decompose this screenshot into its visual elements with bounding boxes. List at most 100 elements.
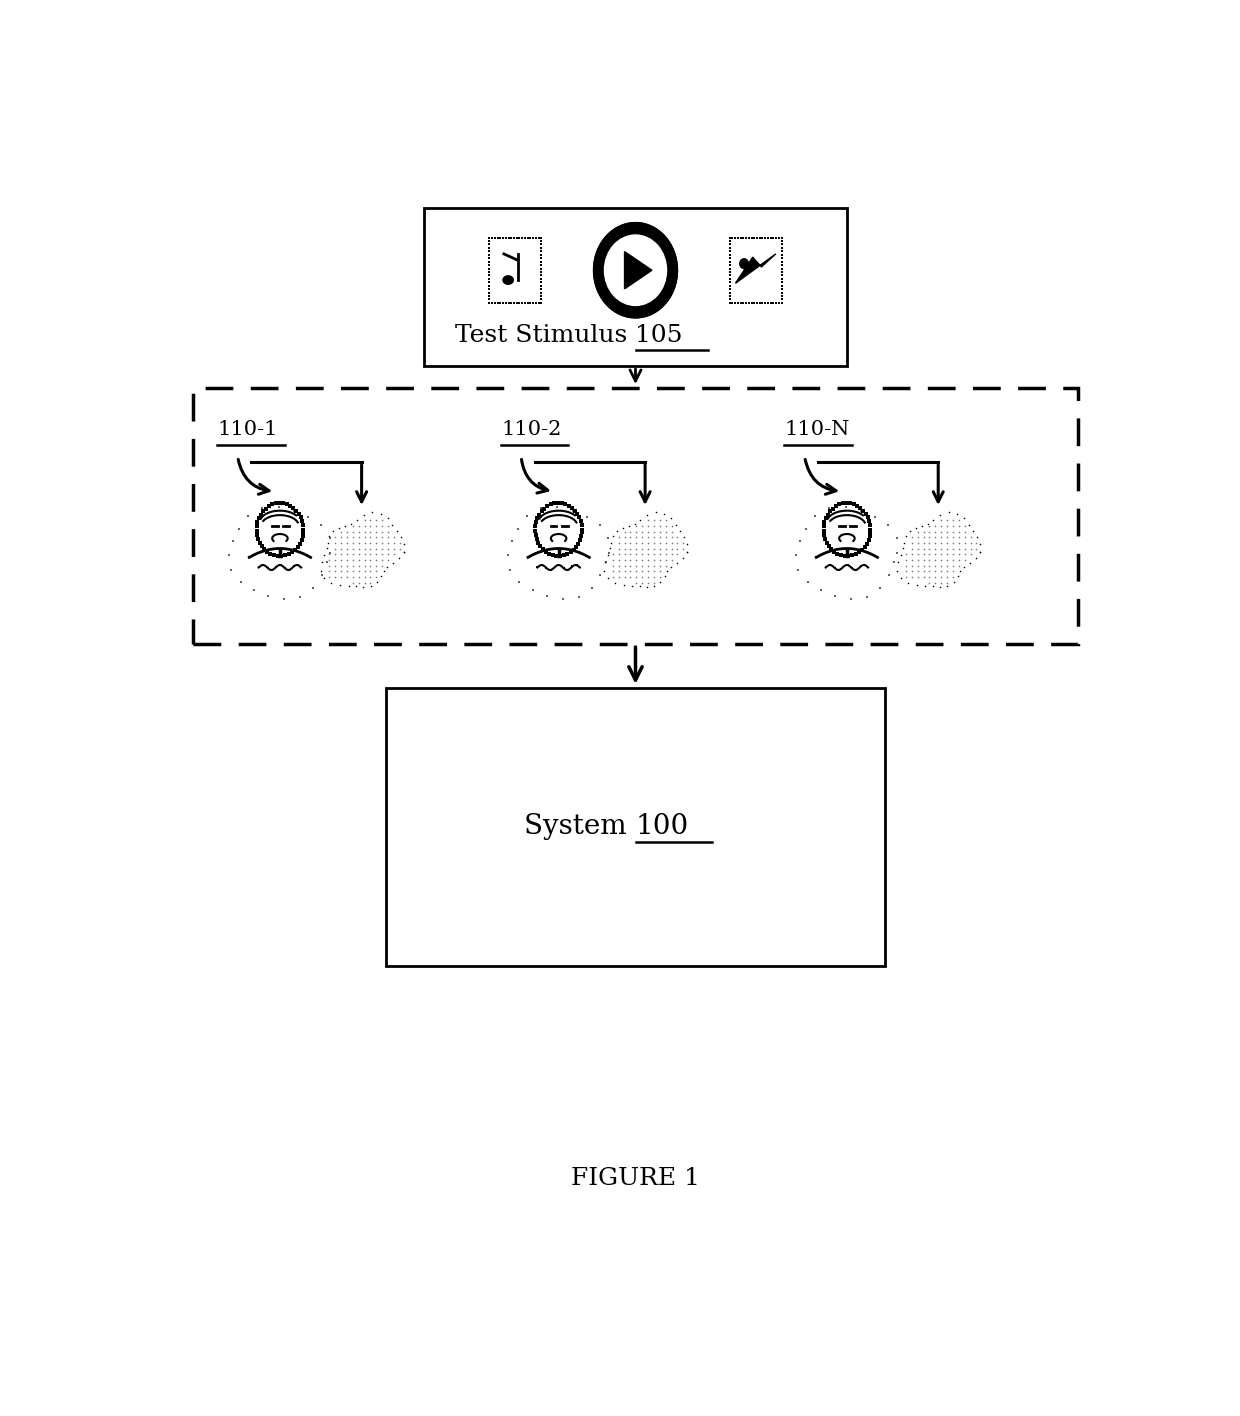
Point: [719, 270, 739, 293]
Point: [498, 227, 518, 249]
Point: [925, 537, 945, 559]
Point: [771, 275, 791, 297]
Point: [942, 520, 962, 542]
Point: [311, 559, 331, 582]
Point: [552, 537, 572, 559]
Point: [914, 531, 934, 554]
Point: [389, 531, 409, 554]
Point: [725, 227, 745, 249]
Point: [343, 544, 363, 566]
Point: [632, 572, 652, 595]
Point: [630, 508, 650, 531]
Point: [806, 547, 826, 569]
Point: [937, 561, 957, 583]
Point: [675, 525, 694, 548]
Point: [897, 549, 916, 572]
Point: [771, 270, 791, 293]
Point: [565, 500, 585, 523]
Point: [626, 525, 646, 548]
Point: [325, 555, 345, 578]
Point: [786, 544, 806, 566]
Point: [719, 292, 739, 314]
Point: [355, 566, 374, 589]
Point: [755, 227, 775, 249]
Point: [311, 514, 331, 537]
Point: [280, 494, 300, 517]
Point: [284, 497, 304, 520]
Point: [920, 566, 940, 589]
Point: [614, 573, 634, 596]
Point: [915, 575, 935, 598]
Point: [841, 491, 861, 514]
Point: [269, 537, 289, 559]
Point: [816, 556, 836, 579]
Point: [719, 251, 739, 273]
Point: [378, 531, 398, 554]
Point: [533, 538, 553, 561]
Point: [931, 561, 951, 583]
Point: [366, 508, 386, 531]
Point: [523, 292, 543, 314]
Point: [955, 549, 975, 572]
Point: [494, 292, 513, 314]
Point: [906, 517, 926, 539]
Point: [510, 227, 529, 249]
Point: [961, 531, 981, 554]
Point: [897, 566, 916, 589]
Point: [262, 559, 281, 582]
Point: [355, 508, 374, 531]
Point: [600, 537, 620, 559]
Point: [337, 537, 357, 559]
Point: [531, 541, 551, 564]
Point: [826, 585, 846, 607]
Point: [644, 572, 663, 595]
Point: [949, 555, 968, 578]
Point: [293, 524, 312, 547]
Point: [626, 561, 646, 583]
Point: [480, 289, 500, 312]
Point: [536, 541, 556, 564]
Point: [527, 556, 547, 579]
Point: [914, 537, 934, 559]
Point: [277, 493, 296, 515]
Point: [733, 227, 753, 249]
Point: [841, 537, 861, 559]
Point: [239, 547, 259, 569]
Point: [644, 520, 663, 542]
Point: [920, 561, 940, 583]
Point: [253, 554, 273, 576]
Point: [836, 537, 856, 559]
Point: [632, 561, 652, 583]
Point: [769, 227, 789, 249]
Point: [537, 585, 557, 607]
Point: [554, 544, 574, 566]
Point: [960, 552, 980, 575]
Point: [526, 515, 546, 538]
Point: [931, 514, 951, 537]
Point: [825, 541, 844, 564]
Point: [321, 572, 341, 595]
Point: [813, 515, 833, 538]
Point: [598, 566, 618, 589]
Point: [264, 544, 284, 566]
Point: [331, 566, 351, 589]
Point: [532, 289, 552, 312]
Point: [925, 544, 945, 566]
Point: [908, 566, 928, 589]
Point: [366, 561, 386, 583]
Point: [320, 542, 340, 565]
Point: [279, 558, 299, 581]
Point: [372, 537, 392, 559]
Point: [662, 531, 682, 554]
Point: [797, 571, 817, 593]
Point: [650, 544, 670, 566]
Point: [480, 251, 500, 273]
Point: [532, 292, 552, 314]
Point: [553, 588, 573, 610]
Point: [764, 227, 784, 249]
Point: [632, 537, 652, 559]
Point: [719, 261, 739, 283]
Point: [325, 566, 345, 589]
Point: [269, 496, 289, 518]
Point: [815, 528, 835, 551]
